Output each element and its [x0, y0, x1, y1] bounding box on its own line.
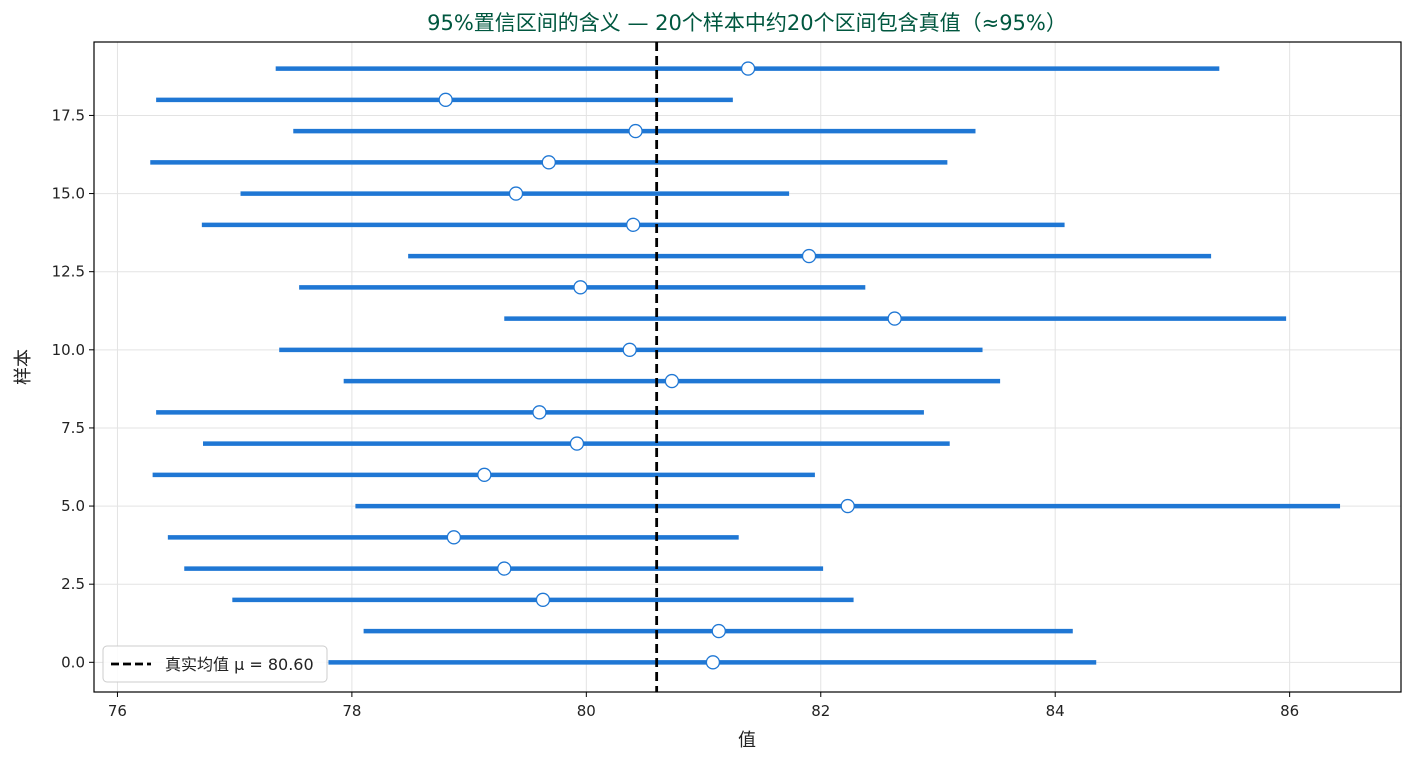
sample-mean-point	[801, 248, 817, 264]
sample-mean-point	[711, 623, 726, 639]
sample-mean-point	[446, 530, 462, 545]
y-axis-ticks: 0.0 2.5 5.0 7.5 10.0 12.5 15.0 17.5	[52, 106, 94, 671]
legend: 真实均值 μ = 80.60	[102, 645, 328, 683]
sample-mean-point	[740, 61, 756, 76]
x-tick-label: 84	[1046, 702, 1065, 720]
sample-mean-point	[508, 186, 524, 201]
y-axis-title: 样本	[13, 349, 34, 385]
y-tick-label: 12.5	[52, 263, 85, 281]
x-tick-label: 82	[811, 702, 830, 720]
y-tick-label: 10.0	[52, 341, 85, 359]
sample-mean-markers	[438, 61, 902, 670]
sample-mean-point	[497, 561, 512, 576]
x-tick-label: 86	[1280, 702, 1299, 720]
sample-mean-point	[664, 373, 680, 389]
y-tick-label: 17.5	[52, 106, 85, 124]
chart-title: 95%置信区间的含义 — 20个样本中约20个区间包含真值（≈95%）	[427, 11, 1067, 35]
x-tick-label: 76	[108, 702, 127, 720]
x-axis-ticks: 76 78 80 82 84 86	[108, 692, 1299, 720]
y-tick-label: 2.5	[61, 575, 85, 593]
legend-label: 真实均值 μ = 80.60	[165, 655, 314, 674]
x-axis-title: 值	[738, 730, 756, 751]
sample-mean-point	[622, 342, 637, 357]
plot-frame	[93, 41, 1402, 693]
legend-box	[102, 645, 328, 683]
sample-mean-point	[569, 436, 585, 451]
sample-mean-point	[535, 592, 551, 607]
sample-mean-point	[887, 311, 902, 326]
sample-mean-point	[532, 405, 547, 420]
sample-mean-point	[840, 498, 855, 514]
y-tick-label: 7.5	[61, 419, 85, 437]
x-tick-label: 78	[342, 702, 361, 720]
sample-mean-point	[705, 655, 721, 670]
sample-mean-point	[477, 467, 492, 482]
sample-mean-point	[573, 280, 588, 295]
y-tick-label: 15.0	[52, 185, 85, 203]
y-tick-label: 0.0	[61, 653, 85, 671]
sample-mean-point	[438, 92, 453, 107]
sample-mean-point	[626, 217, 641, 232]
y-tick-label: 5.0	[61, 497, 85, 515]
sample-mean-point	[541, 155, 556, 170]
sample-mean-point	[628, 123, 643, 139]
x-tick-label: 80	[577, 702, 596, 720]
